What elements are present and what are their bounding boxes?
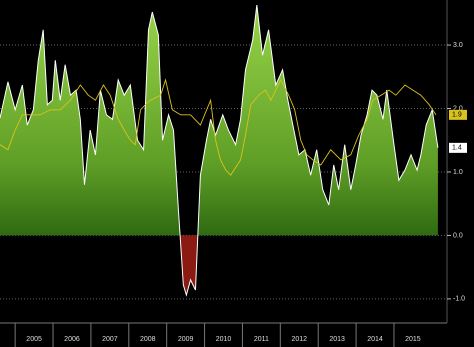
x-tick-label: 2012 — [291, 336, 307, 343]
y-tick-label: -1.0 — [453, 296, 465, 303]
y-tick-label: 3.0 — [453, 42, 463, 49]
x-tick-label: 2006 — [64, 336, 80, 343]
x-tick-label: 2011 — [254, 336, 269, 343]
area — [0, 5, 438, 296]
last-value-label: 1.9 — [452, 112, 462, 119]
y-tick-label: 2.0 — [453, 105, 463, 112]
x-tick-label: 2008 — [140, 336, 156, 343]
y-tick-label: 1.0 — [453, 169, 463, 176]
area-outline — [0, 5, 439, 297]
y-tick-label: 0.0 — [453, 232, 463, 239]
last-value-label: 1.4 — [452, 145, 462, 152]
x-tick-label: 2013 — [329, 336, 345, 343]
x-tick-label: 2015 — [405, 336, 421, 343]
x-tick-label: 2010 — [216, 336, 232, 343]
x-tick-label: 2009 — [178, 336, 194, 343]
x-tick-label: 2014 — [367, 336, 383, 343]
last-value-tag — [449, 109, 467, 120]
x-tick-label: 2007 — [102, 336, 118, 343]
x-tick-label: 2005 — [26, 336, 42, 343]
line — [0, 78, 437, 176]
last-value-tag — [449, 142, 467, 153]
